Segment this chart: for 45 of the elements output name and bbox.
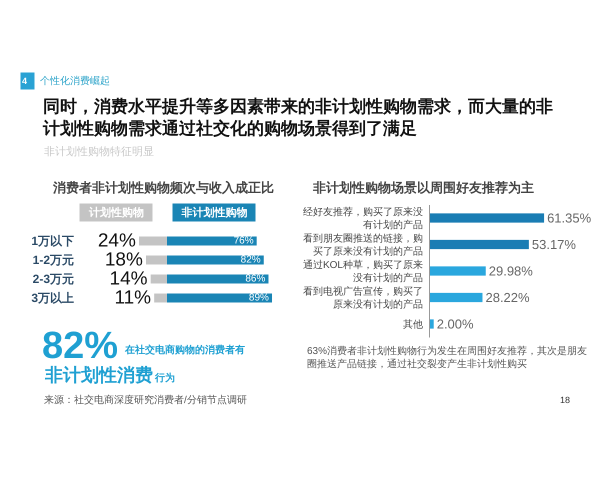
data-label: 76% <box>234 236 254 247</box>
y-tick-label: 其他 <box>403 318 423 330</box>
data-label: 24% <box>98 230 136 252</box>
source-note: 来源：社交电商深度研究消费者/分销节点调研 <box>44 394 247 406</box>
data-label: 14% <box>110 268 148 290</box>
text: 个性化消费崛起 <box>40 75 110 87</box>
data-label: 89% <box>248 292 270 304</box>
data-label: 18% <box>104 250 143 270</box>
bar <box>430 319 434 329</box>
data-label: 53.17% <box>532 237 576 252</box>
y-tick-label: 看到朋友圈推送的链接，购买了原来没有计划的产品 <box>303 232 423 258</box>
text: 在社交电商购物的消费者有 <box>124 344 245 356</box>
text: 非计划性消费 <box>44 365 153 385</box>
data-label: 29.98% <box>488 264 534 278</box>
bar <box>430 213 544 223</box>
series-label: 非计划性购物 <box>180 206 248 219</box>
y-tick-label: 看到电视广告宣传，购买了原来没有计划的产品 <box>303 286 423 310</box>
y-tick-label: 经好友推荐，购买了原来没有计划的产品 <box>303 206 423 231</box>
y-tick-label: 2-3万元 <box>32 272 74 286</box>
text: 82% <box>42 325 118 367</box>
text: 18 <box>560 395 570 405</box>
data-label: 2.00% <box>436 316 474 332</box>
data-label: 28.22% <box>485 290 530 305</box>
data-label: 61.35% <box>547 210 592 226</box>
bar <box>430 240 529 250</box>
bar <box>430 266 486 276</box>
bar <box>146 256 167 264</box>
bar <box>150 274 167 284</box>
y-tick-label: 通过KOL种草，购买了原来没有计划的产品 <box>302 259 423 284</box>
data-label: 82% <box>240 254 261 266</box>
text: 63%消费者非计划性购物行为发生在周围好友推荐，其次是朋友圈推送产品链接，通过社交裂变产生非计划性购买 <box>307 345 588 370</box>
text: 行为 <box>154 372 175 384</box>
bar <box>139 236 167 246</box>
data-label: 86% <box>245 274 266 285</box>
series-label: 计划性购物 <box>88 206 144 219</box>
bar <box>154 294 167 302</box>
y-tick-label: 3万以上 <box>31 291 74 306</box>
y-tick-label: 1万以下 <box>31 234 74 248</box>
y-tick-label: 1-2万元 <box>32 253 74 268</box>
text: 4 <box>22 76 28 86</box>
text: 同时，消费水平提升等多因素带来的非计划性购物需求，而大量的非计划性购物需求通过社交化的购物场景得到了满足 <box>42 97 553 138</box>
chart-title: 非计划性购物场景以周围好友推荐为主 <box>312 180 534 195</box>
data-label: 11% <box>114 288 152 309</box>
chart-title: 消费者非计划性购物频次与收入成正比 <box>52 180 274 195</box>
bar <box>430 292 482 302</box>
